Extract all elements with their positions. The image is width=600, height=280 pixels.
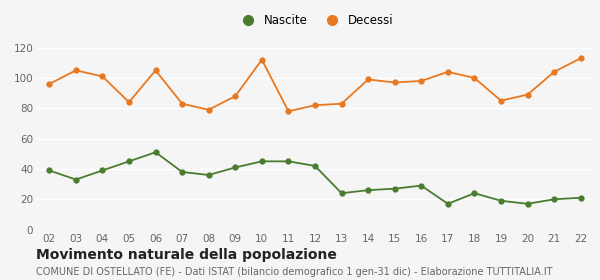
Legend: Nascite, Decessi: Nascite, Decessi	[236, 14, 394, 27]
Text: COMUNE DI OSTELLATO (FE) - Dati ISTAT (bilancio demografico 1 gen-31 dic) - Elab: COMUNE DI OSTELLATO (FE) - Dati ISTAT (b…	[36, 267, 553, 277]
Text: Movimento naturale della popolazione: Movimento naturale della popolazione	[36, 248, 337, 262]
